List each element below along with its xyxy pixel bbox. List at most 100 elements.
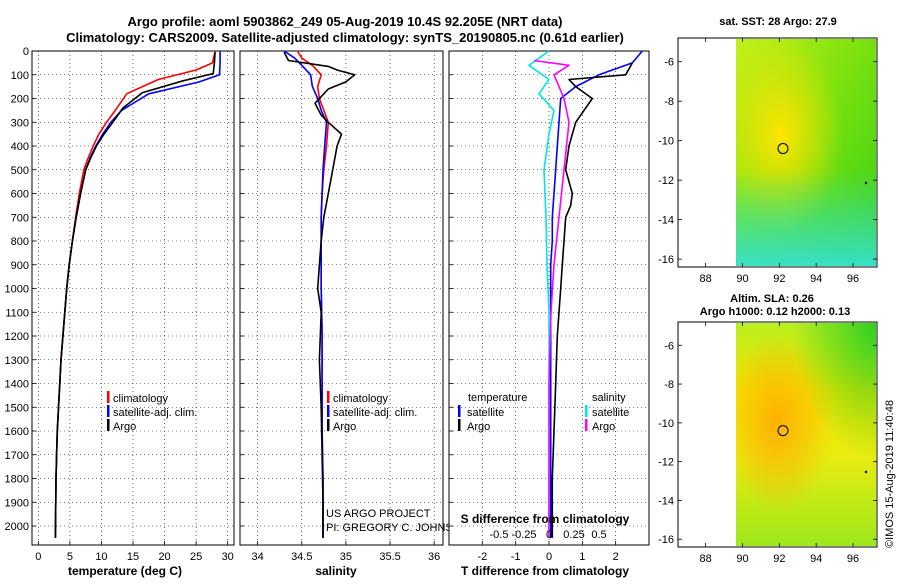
map-ytick-label: -10 xyxy=(658,418,674,430)
sst-cool-patch xyxy=(736,170,876,266)
xtick-label: 35 xyxy=(340,551,352,563)
map-xtick-label: 92 xyxy=(773,553,785,565)
figure-title-line2: Climatology: CARS2009. Satellite-adjuste… xyxy=(66,30,624,45)
depth-tick-label: 1000 xyxy=(5,284,29,296)
depth-tick-label: 700 xyxy=(11,212,29,224)
project-note: US ARGO PROJECT xyxy=(326,508,431,520)
sal-legend-swatch-argo xyxy=(327,419,330,431)
salinity-xlabel: salinity xyxy=(315,564,357,578)
pi-note: PI: GREGORY C. JOHNSON xyxy=(326,522,469,534)
series-line-temperature-satellite xyxy=(549,50,643,538)
salinity-legend: climatology satellite-adj. clim. Argo xyxy=(327,391,417,433)
figure-title-line1: Argo profile: aoml 5903862_249 05-Aug-20… xyxy=(128,14,563,29)
map-xtick-label: 90 xyxy=(736,553,748,565)
xtick-label: 25 xyxy=(190,551,202,563)
map-xtick-label: 94 xyxy=(810,273,822,285)
xtick-label: -1 xyxy=(511,551,521,563)
xtick-label: 35.5 xyxy=(379,551,400,563)
depth-tick-label: 1200 xyxy=(5,331,29,343)
x2tick-label: -0.5 xyxy=(490,529,509,541)
salinity-series xyxy=(283,50,356,538)
sal-legend-satellite-adj: satellite-adj. clim. xyxy=(333,407,417,419)
sst-float-dot xyxy=(864,181,868,185)
x2tick-label: 0.25 xyxy=(563,529,584,541)
x2tick-label: 0.5 xyxy=(591,529,606,541)
sla-map-title2: Argo h1000: 0.12 h2000: 0.13 xyxy=(700,306,850,318)
temperature-xticks: 0 5 10 15 20 25 30 xyxy=(35,551,234,563)
salinity-grid xyxy=(240,50,443,545)
s-difference-label: S difference from climatology xyxy=(461,512,630,526)
legend-swatch-argo xyxy=(107,419,110,431)
temperature-plot-frame xyxy=(31,50,235,546)
difference-panel: -2 -1 0 1 2 -0.5 -0.25 0 0.25 0.5 S difference f… xyxy=(448,50,650,578)
map-ytick-label: -16 xyxy=(658,254,674,266)
sla-profile-marker xyxy=(777,425,789,437)
depth-tick-label: 300 xyxy=(11,117,29,129)
salinity-panel: 34 34.5 35 35.5 36 salinity climatology sate… xyxy=(239,50,469,578)
depth-tick-label: 2000 xyxy=(5,521,29,533)
series-line-temperature-argo xyxy=(551,62,633,538)
map-xtick-label: 90 xyxy=(736,273,748,285)
salinity-xticks: 34 34.5 35 35.5 36 xyxy=(252,551,441,563)
depth-tick-label: 1400 xyxy=(5,379,29,391)
dlegend-swatch-t-satellite xyxy=(458,405,461,417)
map-ytick-label: -16 xyxy=(658,534,674,546)
xtick-label: 0 xyxy=(35,551,41,563)
dlegend-swatch-t-argo xyxy=(458,419,461,431)
t-difference-label: T difference from climatology xyxy=(461,564,629,578)
salinity-diff-ticks: -0.5 -0.25 0 0.25 0.5 xyxy=(490,529,607,541)
depth-tick-label: 500 xyxy=(11,165,29,177)
depth-tick-label: 1100 xyxy=(5,307,29,319)
sal-legend-climatology: climatology xyxy=(333,393,389,405)
temperature-panel: 0 5 10 15 20 25 30 0 100 200 300 400 500 600 700 800 90… xyxy=(5,46,235,578)
map-ytick-label: -6 xyxy=(664,57,674,69)
depth-tick-label: 0 xyxy=(23,46,29,58)
dlegend-swatch-s-satellite xyxy=(585,405,588,417)
map-xtick-label: 92 xyxy=(773,273,785,285)
depth-tick-label: 1900 xyxy=(5,497,29,509)
sal-legend-swatch-climatology xyxy=(327,391,330,403)
xtick-label: 34.5 xyxy=(291,551,312,563)
sst-profile-marker xyxy=(777,143,789,155)
legend-t-satellite: satellite xyxy=(467,407,504,419)
xtick-label: 36 xyxy=(428,551,440,563)
xtick-label: -2 xyxy=(477,551,487,563)
temperature-grid xyxy=(32,50,234,545)
xtick-label: 20 xyxy=(158,551,170,563)
depth-tick-label: 400 xyxy=(11,141,29,153)
map-xtick-label: 96 xyxy=(847,273,859,285)
legend-salinity-title: salinity xyxy=(592,392,626,404)
sal-legend-swatch-satellite xyxy=(327,405,330,417)
sla-float-dot xyxy=(864,470,868,474)
map-xtick-label: 88 xyxy=(700,273,712,285)
depth-tick-label: 1600 xyxy=(5,426,29,438)
depth-tick-label: 1500 xyxy=(5,402,29,414)
xtick-label: 34 xyxy=(252,551,264,563)
legend-argo: Argo xyxy=(113,421,136,433)
legend-s-satellite: satellite xyxy=(592,407,629,419)
imos-watermark: ©IMOS 15-Aug-2019 11:40:48 xyxy=(884,400,896,548)
map-ytick-label: -12 xyxy=(658,175,674,187)
map-xtick-label: 88 xyxy=(700,553,712,565)
series-line-argo xyxy=(54,52,216,538)
sla-map-ticks: -6 -8 -10 -12 -14 -16 88 90 92 94 96 xyxy=(658,322,877,565)
sst-map-title: sat. SST: 28 Argo: 27.9 xyxy=(719,16,837,28)
sal-legend-argo: Argo xyxy=(333,421,356,433)
legend-swatch-climatology xyxy=(107,391,110,403)
depth-tick-label: 200 xyxy=(11,94,29,106)
dlegend-swatch-s-argo xyxy=(585,419,588,431)
x2tick-label: -0.25 xyxy=(511,529,536,541)
xtick-label: 0 xyxy=(546,551,552,563)
depth-tick-label: 800 xyxy=(11,236,29,248)
difference-series xyxy=(528,50,643,538)
sla-map: Altim. SLA: 0.26 Argo h1000: 0.12 h2000:… xyxy=(658,293,878,565)
map-ytick-label: -8 xyxy=(664,379,674,391)
map-xtick-label: 96 xyxy=(847,553,859,565)
map-ytick-label: -10 xyxy=(658,136,674,148)
sst-map-ticks: -6 -8 -10 -12 -14 -16 88 90 92 94 96 xyxy=(658,38,877,285)
x2tick-label: 0 xyxy=(546,529,552,541)
map-ytick-label: -6 xyxy=(664,340,674,352)
temperature-xlabel: temperature (deg C) xyxy=(68,564,182,578)
xtick-label: 1 xyxy=(579,551,585,563)
